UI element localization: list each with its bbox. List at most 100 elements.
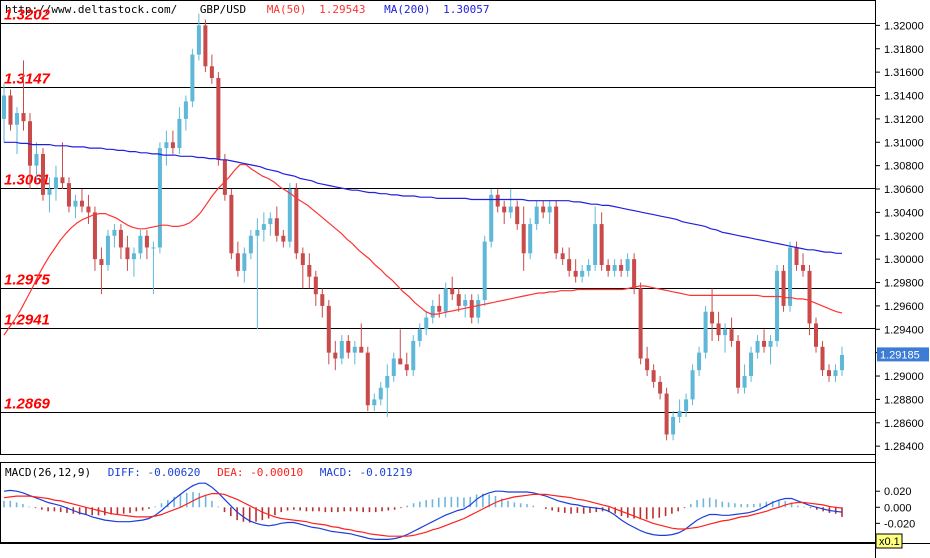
candle-body	[359, 346, 364, 353]
candle-body	[515, 206, 520, 225]
candle-body	[27, 121, 32, 166]
candle-body	[788, 247, 793, 306]
zoom-label[interactable]: x0.1	[879, 536, 900, 548]
candle-body	[508, 206, 513, 213]
candle-body	[625, 259, 630, 271]
candle-body	[820, 346, 825, 371]
macd-diff-line	[3, 482, 843, 540]
candle-body	[287, 189, 292, 242]
candle-body	[99, 259, 104, 265]
candle-body	[437, 305, 442, 312]
candle-body	[183, 101, 188, 119]
macd-dea-value: DEA: -0.00010	[217, 466, 303, 479]
candle-body	[105, 235, 110, 265]
candle-body	[268, 218, 273, 225]
candle-body	[580, 270, 585, 277]
site-url[interactable]: http://www.deltastock.com/	[5, 3, 177, 16]
candle-body	[313, 276, 318, 295]
candle-body	[14, 113, 20, 125]
candle-body	[222, 159, 227, 195]
macd-label: MACD(26,12,9)	[5, 466, 91, 479]
candle-body	[372, 399, 377, 406]
candle-body	[190, 54, 195, 102]
ma50-line	[3, 163, 843, 336]
candle-body	[203, 25, 208, 67]
candle-body	[469, 300, 474, 318]
candle-body	[339, 340, 344, 359]
candle-body	[547, 206, 552, 213]
macd-axis: 0.020 0.000 -0.020	[876, 486, 915, 530]
level-label: 1.2869	[4, 396, 51, 413]
candle-body	[534, 206, 539, 225]
candle-body	[723, 329, 728, 336]
candle-body	[66, 183, 71, 207]
candle-body	[1, 95, 7, 119]
price-tick-label: 1.31800	[884, 44, 924, 56]
candle-body	[541, 206, 546, 213]
candle-body	[8, 95, 13, 125]
macd-tick-label: 0.000	[884, 502, 912, 514]
candle-body	[749, 352, 754, 377]
current-price-marker: 1.29185	[877, 347, 929, 362]
candle-body	[21, 113, 26, 122]
chart-header: http://www.deltastock.com/ GBP/USD MA(50…	[5, 3, 490, 16]
macd-diff-value: DIFF: -0.00620	[108, 466, 201, 479]
candle-body	[482, 241, 487, 301]
price-tick-label: 1.30200	[884, 231, 924, 243]
candle-body	[690, 370, 695, 400]
ma200-line	[4, 141, 842, 254]
candle-body	[736, 340, 741, 388]
candle-body	[742, 376, 747, 388]
candle-body	[697, 352, 702, 371]
candle-body	[112, 229, 117, 236]
price-axis: 1.32000 1.31800 1.31600 1.31400 1.31200 1.310…	[876, 20, 924, 453]
zoom-box[interactable]	[875, 533, 903, 549]
candle-body	[632, 259, 637, 289]
candle-body	[92, 212, 97, 260]
level-label: 1.2941	[4, 312, 50, 329]
current-price-label: 1.29185	[880, 349, 920, 361]
candle-body	[138, 235, 143, 254]
candle-body	[79, 200, 84, 207]
candle-body	[274, 218, 279, 236]
candle-body	[762, 340, 767, 347]
candle-body	[40, 153, 45, 195]
price-tick-label: 1.30400	[884, 207, 924, 219]
level-label: 1.3061	[4, 172, 50, 189]
candle-body	[593, 224, 598, 265]
candle-body	[554, 206, 559, 254]
candle-body	[677, 411, 682, 417]
candle-body	[606, 264, 611, 271]
macd-dea-line	[3, 493, 843, 537]
candle-body	[398, 358, 403, 365]
candle-body	[333, 352, 338, 359]
candle-body	[307, 264, 312, 277]
candle-body	[755, 340, 760, 353]
macd-indicator	[3, 482, 843, 540]
price-tick-label: 1.31600	[884, 67, 924, 79]
candle-body	[528, 224, 533, 254]
moving-averages	[3, 141, 843, 336]
price-tick-label: 1.32000	[884, 20, 924, 32]
candle-body	[450, 288, 455, 295]
candle-body	[814, 323, 819, 347]
ma200-value: 1.30057	[443, 3, 489, 16]
macd-tick-label: -0.020	[884, 518, 915, 530]
level-label: 1.3202	[4, 7, 51, 24]
candle-body	[125, 247, 130, 260]
ma200-label: MA(200)	[384, 3, 430, 16]
zoom-control[interactable]: x0.1	[875, 533, 903, 549]
symbol-label: GBP/USD	[200, 3, 246, 16]
price-tick-label: 1.28400	[884, 441, 924, 453]
candle-body	[612, 264, 617, 271]
candle-body	[619, 264, 624, 271]
candle-body	[196, 25, 201, 55]
candle-body	[229, 194, 234, 254]
candle-body	[430, 305, 435, 318]
candle-body	[502, 206, 507, 213]
macd-tick-label: 0.020	[884, 486, 912, 498]
candle-body	[424, 317, 429, 330]
level-label: 1.3147	[4, 71, 51, 88]
candle-body	[235, 253, 240, 271]
price-tick-label: 1.29000	[884, 371, 924, 383]
